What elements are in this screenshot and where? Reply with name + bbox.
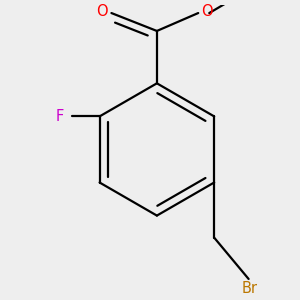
Text: O: O — [96, 4, 108, 19]
Text: F: F — [56, 109, 64, 124]
Text: O: O — [201, 4, 213, 19]
Text: Br: Br — [242, 281, 258, 296]
